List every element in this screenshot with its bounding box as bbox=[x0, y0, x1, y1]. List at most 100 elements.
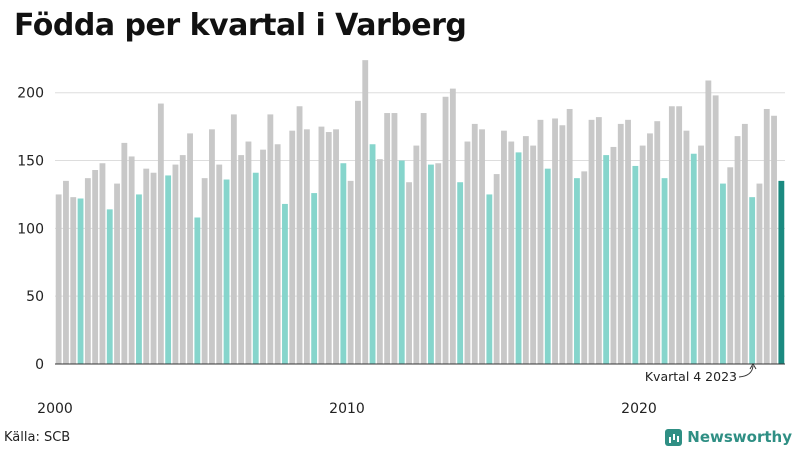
gridlines bbox=[55, 92, 785, 297]
bar bbox=[77, 198, 84, 364]
bar bbox=[172, 164, 179, 364]
x-tick-label: 2000 bbox=[37, 401, 73, 417]
bar bbox=[654, 121, 661, 364]
bar bbox=[84, 178, 91, 364]
bar bbox=[289, 130, 296, 364]
bars bbox=[55, 60, 785, 365]
bar bbox=[420, 113, 427, 364]
y-tick-label: 50 bbox=[26, 289, 44, 305]
bar bbox=[676, 106, 683, 365]
bar bbox=[230, 114, 237, 365]
bar bbox=[428, 164, 434, 364]
annotation: Kvartal 4 2023 bbox=[645, 363, 757, 384]
bar bbox=[712, 95, 719, 365]
bar bbox=[501, 130, 507, 364]
bar bbox=[92, 170, 99, 364]
bar bbox=[668, 106, 675, 365]
bar bbox=[544, 168, 551, 364]
bar bbox=[661, 178, 668, 364]
bar bbox=[486, 194, 493, 364]
bar bbox=[588, 119, 595, 365]
bar bbox=[690, 153, 697, 364]
bar bbox=[150, 172, 157, 364]
bar bbox=[559, 125, 566, 365]
bar bbox=[464, 141, 471, 364]
bar bbox=[114, 183, 120, 364]
bar bbox=[763, 108, 770, 365]
annotation-label: Kvartal 4 2023 bbox=[645, 369, 737, 384]
bar bbox=[566, 108, 573, 365]
bar bbox=[165, 175, 172, 364]
y-axis-ticks: 0 50 100 150 200 bbox=[17, 86, 44, 373]
bar bbox=[187, 133, 193, 364]
bar bbox=[209, 129, 215, 364]
bar bbox=[625, 119, 631, 365]
y-tick-label: 200 bbox=[17, 86, 44, 102]
bar bbox=[705, 80, 712, 365]
bar bbox=[749, 197, 756, 364]
y-tick-label: 0 bbox=[35, 357, 44, 373]
y-tick-label: 100 bbox=[17, 221, 44, 237]
bar bbox=[552, 118, 558, 364]
bar bbox=[603, 155, 610, 364]
bar bbox=[515, 152, 522, 364]
bar bbox=[530, 145, 537, 364]
bar bbox=[355, 100, 361, 365]
bar bbox=[157, 103, 164, 365]
bar bbox=[347, 180, 354, 364]
bar bbox=[303, 129, 310, 364]
bar bbox=[683, 130, 690, 364]
bar bbox=[136, 194, 142, 364]
bar bbox=[522, 136, 529, 364]
bar bbox=[406, 182, 412, 364]
bar bbox=[194, 217, 201, 364]
bar bbox=[325, 132, 332, 364]
bar bbox=[537, 119, 544, 365]
bar bbox=[639, 145, 646, 364]
bar bbox=[778, 180, 785, 364]
bar bbox=[55, 194, 62, 364]
brand-name: Newsworthy bbox=[687, 428, 792, 446]
bar bbox=[435, 163, 442, 364]
bar bbox=[479, 129, 485, 364]
bar bbox=[274, 144, 281, 364]
bar bbox=[340, 163, 347, 364]
bar bbox=[384, 113, 391, 364]
x-tick-label: 2020 bbox=[621, 401, 657, 417]
bar bbox=[398, 160, 405, 364]
bar bbox=[574, 178, 580, 364]
bar bbox=[63, 180, 69, 364]
x-tick-label: 2010 bbox=[329, 401, 365, 417]
bar bbox=[610, 146, 617, 364]
bar bbox=[106, 209, 113, 364]
bar bbox=[741, 123, 748, 364]
bar bbox=[449, 88, 456, 364]
y-tick-label: 150 bbox=[17, 154, 44, 170]
bar bbox=[647, 133, 653, 364]
newsworthy-logo-icon bbox=[665, 428, 683, 446]
bar bbox=[216, 164, 223, 364]
bar bbox=[376, 159, 383, 364]
bar bbox=[442, 96, 449, 364]
bar bbox=[318, 126, 325, 364]
bar bbox=[698, 145, 704, 364]
bar bbox=[99, 163, 106, 364]
source-note: Källa: SCB bbox=[4, 430, 71, 445]
bar bbox=[457, 182, 464, 364]
bar bbox=[727, 167, 734, 364]
annotation-arrowhead bbox=[749, 363, 757, 370]
bar bbox=[391, 113, 398, 364]
bar bbox=[252, 172, 259, 364]
bar bbox=[720, 183, 726, 364]
bar bbox=[771, 115, 777, 364]
bar bbox=[362, 60, 369, 364]
bar bbox=[369, 144, 376, 364]
bar bbox=[70, 197, 77, 364]
bar bbox=[223, 179, 230, 364]
bar bbox=[121, 142, 128, 364]
bar bbox=[260, 149, 266, 364]
x-axis-ticks: 2000 2010 2020 bbox=[37, 401, 657, 417]
brand: Newsworthy bbox=[665, 428, 792, 446]
bar bbox=[282, 203, 288, 364]
